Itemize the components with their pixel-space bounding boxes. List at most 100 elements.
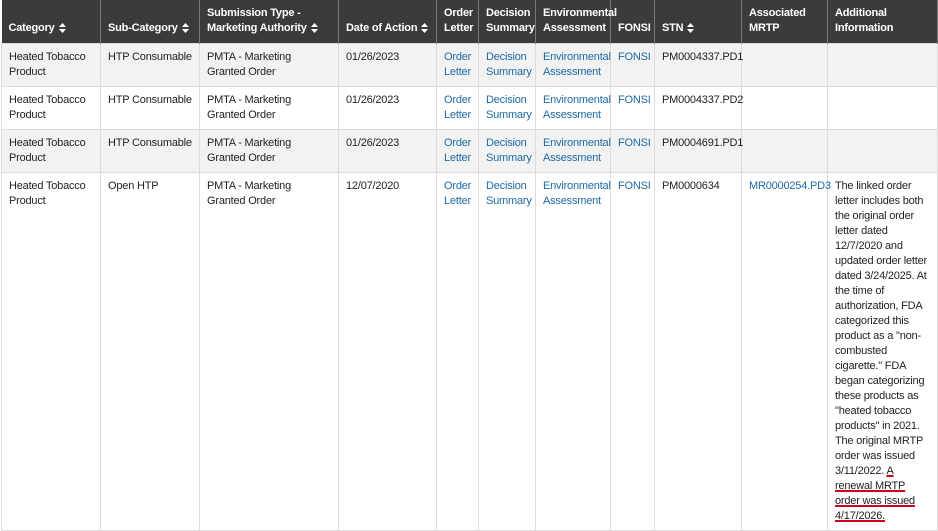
table-cell: Heated Tobacco Product bbox=[1, 86, 101, 130]
table-cell: PMTA - Marketing Granted Order bbox=[199, 172, 339, 531]
cell-link[interactable]: Decision Summary bbox=[486, 51, 532, 78]
cell-link[interactable]: MR0000254.PD3 bbox=[749, 180, 831, 192]
cell-link[interactable]: Decision Summary bbox=[486, 180, 532, 207]
cell-text: Heated Tobacco Product bbox=[9, 180, 86, 207]
table-cell: PMTA - Marketing Granted Order bbox=[199, 129, 339, 173]
table-cell: Heated Tobacco Product bbox=[1, 129, 101, 173]
cell-link[interactable]: Order Letter bbox=[444, 180, 472, 207]
header-row: Category Sub-Category Submission Type - Ma… bbox=[1, 0, 938, 44]
table-cell: PMTA - Marketing Granted Order bbox=[199, 43, 339, 87]
cell-link[interactable]: Environmental Assessment bbox=[543, 137, 611, 164]
cell-link[interactable]: Decision Summary bbox=[486, 94, 532, 121]
column-header[interactable]: Sub-Category bbox=[100, 0, 200, 44]
column-header: Decision Summary bbox=[478, 0, 536, 44]
table-cell: Environmental Assessment bbox=[535, 43, 611, 87]
table-cell bbox=[827, 129, 938, 173]
table-cell: HTP Consumable bbox=[100, 129, 200, 173]
column-header: Associated MRTP bbox=[741, 0, 828, 44]
table-cell: HTP Consumable bbox=[100, 43, 200, 87]
header-label: Environmental Assessment bbox=[543, 7, 617, 34]
table-cell: 01/26/2023 bbox=[338, 129, 437, 173]
header-label: STN bbox=[662, 22, 684, 34]
cell-text: 12/07/2020 bbox=[346, 180, 400, 192]
cell-text: PMTA - Marketing Granted Order bbox=[207, 180, 292, 207]
cell-link[interactable]: Environmental Assessment bbox=[543, 51, 611, 78]
sort-arrows bbox=[181, 23, 189, 34]
cell-link[interactable]: FONSI bbox=[618, 94, 651, 106]
column-header[interactable]: Date of Action bbox=[338, 0, 437, 44]
table-cell: PM0004691.PD1 bbox=[654, 129, 744, 173]
table-row: Heated Tobacco Product HTP Consumable PMTA… bbox=[1, 129, 938, 173]
cell-link[interactable]: Environmental Assessment bbox=[543, 94, 611, 121]
table-cell bbox=[827, 43, 938, 87]
table-cell: FONSI bbox=[610, 86, 655, 130]
cell-text: PMTA - Marketing Granted Order bbox=[207, 94, 292, 121]
cell-link[interactable]: FONSI bbox=[618, 137, 651, 149]
cell-link[interactable]: Order Letter bbox=[444, 51, 472, 78]
table-body: Heated Tobacco Product HTP Consumable PMTA… bbox=[1, 43, 938, 531]
column-header[interactable]: Category bbox=[1, 0, 101, 44]
table-cell bbox=[741, 129, 828, 173]
cell-link[interactable]: Environmental Assessment bbox=[543, 180, 611, 207]
column-header[interactable]: STN bbox=[654, 0, 742, 44]
header-label: Order Letter bbox=[444, 7, 474, 34]
table-cell: HTP Consumable bbox=[100, 86, 200, 130]
table-cell: 01/26/2023 bbox=[338, 86, 437, 130]
table-cell bbox=[741, 86, 828, 130]
table-cell: Order Letter bbox=[436, 172, 479, 531]
table-row: Heated Tobacco Product HTP Consumable PMTA… bbox=[1, 43, 938, 87]
table-cell: MR0000254.PD3 bbox=[741, 172, 831, 531]
table-cell: 12/07/2020 bbox=[338, 172, 437, 531]
sort-icon[interactable] bbox=[687, 23, 695, 34]
sort-arrows bbox=[58, 23, 66, 34]
cell-text: Heated Tobacco Product bbox=[9, 94, 86, 121]
cell-link[interactable]: FONSI bbox=[618, 180, 651, 192]
sort-arrows bbox=[310, 23, 318, 34]
cell-text: HTP Consumable bbox=[108, 51, 192, 63]
sort-icon[interactable] bbox=[310, 23, 318, 34]
column-header: Additional Information bbox=[827, 0, 938, 44]
table-cell: The linked order letter includes both th… bbox=[827, 172, 938, 531]
header-label: Date of Action bbox=[346, 22, 418, 34]
table-cell: Decision Summary bbox=[478, 86, 536, 130]
column-header: Environmental Assessment bbox=[535, 0, 617, 44]
cell-link[interactable]: FONSI bbox=[618, 51, 651, 63]
header-label: Category bbox=[8, 22, 55, 34]
column-header[interactable]: Submission Type - Marketing Authority bbox=[199, 0, 339, 44]
table-cell: 01/26/2023 bbox=[338, 43, 437, 87]
column-header: Order Letter bbox=[436, 0, 479, 44]
table-cell: Decision Summary bbox=[478, 43, 536, 87]
table-cell bbox=[741, 43, 828, 87]
header-label: Submission Type - Marketing Authority bbox=[207, 7, 307, 34]
table-row: Heated Tobacco Product HTP Consumable PMTA… bbox=[1, 86, 938, 130]
cell-text: PM0004691.PD1 bbox=[662, 137, 744, 149]
header-label: FONSI bbox=[618, 22, 651, 34]
table-cell: Heated Tobacco Product bbox=[1, 172, 101, 531]
table-cell: Order Letter bbox=[436, 43, 479, 87]
table-row: Heated Tobacco Product Open HTP PMTA - Mar… bbox=[1, 172, 938, 531]
table-cell: Environmental Assessment bbox=[535, 129, 611, 173]
table-cell: Environmental Assessment bbox=[535, 172, 611, 531]
cell-link[interactable]: Order Letter bbox=[444, 137, 472, 164]
cell-text: The linked order letter includes both th… bbox=[835, 180, 928, 477]
cell-text: Heated Tobacco Product bbox=[9, 137, 86, 164]
table-cell: Environmental Assessment bbox=[535, 86, 611, 130]
cell-text: Open HTP bbox=[108, 180, 159, 192]
cell-text: HTP Consumable bbox=[108, 137, 192, 149]
cell-link[interactable]: Order Letter bbox=[444, 94, 472, 121]
table-cell: Order Letter bbox=[436, 129, 479, 173]
table-cell: Heated Tobacco Product bbox=[1, 43, 101, 87]
sort-icon[interactable] bbox=[58, 23, 66, 34]
sort-icon[interactable] bbox=[181, 23, 189, 34]
table-cell: PM0004337.PD2 bbox=[654, 86, 744, 130]
table-cell: Open HTP bbox=[100, 172, 200, 531]
highlighted-text: A renewal MRTP order was issued 4/17/202… bbox=[835, 465, 915, 522]
sort-arrows bbox=[421, 23, 429, 34]
table-cell: Order Letter bbox=[436, 86, 479, 130]
cell-link[interactable]: Decision Summary bbox=[486, 137, 532, 164]
sort-icon[interactable] bbox=[421, 23, 429, 34]
table-cell: Decision Summary bbox=[478, 172, 536, 531]
cell-text: PM0004337.PD2 bbox=[662, 94, 744, 106]
